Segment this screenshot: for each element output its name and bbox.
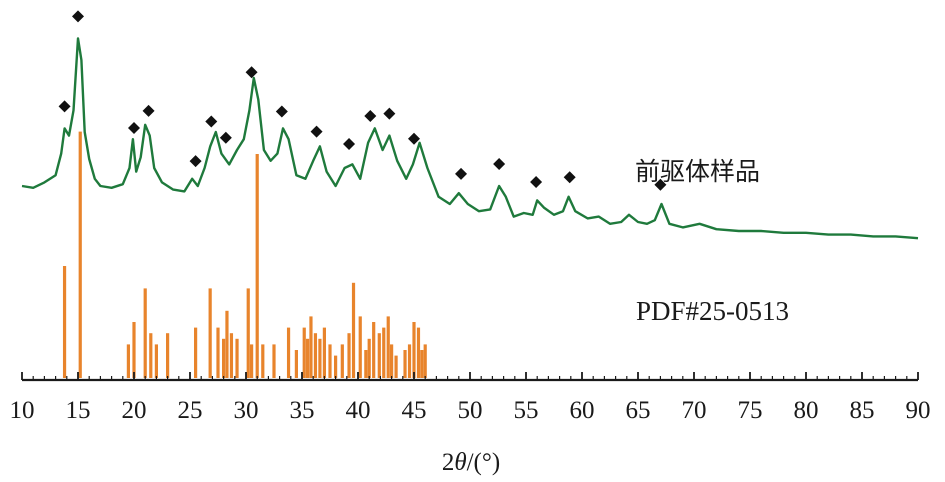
reference-bar xyxy=(132,322,136,378)
reference-bar xyxy=(318,338,322,378)
reference-bar xyxy=(382,327,386,378)
reference-bar xyxy=(286,327,291,378)
diamond-marker-icon xyxy=(205,115,218,128)
reference-bar xyxy=(294,350,298,378)
reference-bar xyxy=(340,344,344,378)
reference-bar xyxy=(194,327,198,378)
reference-bar xyxy=(309,316,313,378)
x-tick-label: 20 xyxy=(122,397,147,424)
x-tick-label: 50 xyxy=(458,397,483,424)
x-tick-label: 85 xyxy=(850,397,875,424)
x-tick-label: 80 xyxy=(794,397,819,424)
x-axis-title: 2θ/(°) xyxy=(442,449,500,476)
reference-bars xyxy=(62,131,427,378)
reference-bar xyxy=(126,344,130,378)
x-axis-title-unit: /(°) xyxy=(467,449,501,476)
reference-bar xyxy=(250,344,254,378)
reference-bar xyxy=(358,316,362,378)
reference-bar xyxy=(78,131,82,378)
reference-bar xyxy=(407,344,412,378)
series-line-precursor xyxy=(21,37,919,240)
reference-bar xyxy=(351,282,356,378)
reference-bar xyxy=(246,288,250,378)
reference-bar xyxy=(394,355,398,378)
reference-bar xyxy=(328,344,332,378)
x-tick-label: 15 xyxy=(66,397,91,424)
reference-bar xyxy=(347,333,351,378)
diamond-marker-icon xyxy=(383,107,396,120)
diamond-marker-icon xyxy=(142,104,155,117)
diamond-marker-icon xyxy=(128,122,140,134)
x-tick-label: 40 xyxy=(346,397,371,424)
diamond-marker-icon xyxy=(189,155,202,168)
x-tick-label: 25 xyxy=(178,397,203,424)
x-tick-label: 35 xyxy=(290,397,315,424)
x-axis-ticks: 10 15 20 25 30 35 40 45 50 55 60 65 70 75 80 85 90 xyxy=(10,372,931,424)
diamond-marker-icon xyxy=(219,131,232,144)
reference-bar xyxy=(386,316,390,378)
reference-bar xyxy=(322,327,326,378)
diamond-marker-icon xyxy=(275,105,288,118)
reference-bar xyxy=(222,338,226,378)
reference-bar xyxy=(334,355,338,378)
reference-bar xyxy=(208,288,212,378)
reference-bar xyxy=(272,344,276,378)
reference-bar xyxy=(154,344,158,378)
reference-bar xyxy=(166,333,170,378)
diamond-marker-icon xyxy=(72,10,84,23)
reference-bar xyxy=(62,266,67,378)
reference-bar xyxy=(412,322,416,378)
diamond-marker-icon xyxy=(455,167,468,180)
series-label-pdf: PDF#25-0513 xyxy=(636,296,789,326)
reference-bar xyxy=(420,350,424,378)
x-tick-label: 45 xyxy=(402,397,427,424)
diamond-marker-icon xyxy=(530,176,543,188)
diamond-marker-icon xyxy=(364,110,377,122)
peak-markers xyxy=(58,10,667,191)
reference-bar xyxy=(143,288,147,378)
x-tick-label: 30 xyxy=(234,397,259,424)
reference-bar xyxy=(416,327,421,378)
reference-bar xyxy=(377,333,381,378)
reference-bar xyxy=(367,338,371,378)
x-tick-label: 75 xyxy=(738,397,763,424)
reference-bar xyxy=(372,322,376,378)
reference-bar xyxy=(306,338,310,378)
diamond-marker-icon xyxy=(58,100,71,113)
reference-bar xyxy=(235,338,239,378)
reference-bar xyxy=(255,154,259,378)
reference-bar xyxy=(149,333,153,378)
reference-bar xyxy=(216,327,220,378)
reference-bar xyxy=(403,350,407,378)
x-tick-label: 65 xyxy=(626,397,651,424)
diamond-marker-icon xyxy=(563,171,576,184)
x-tick-label: 55 xyxy=(514,397,539,424)
reference-bar xyxy=(229,333,234,378)
diamond-marker-icon xyxy=(245,66,258,79)
reference-bar xyxy=(225,310,229,378)
diamond-marker-icon xyxy=(654,178,667,191)
reference-bar xyxy=(313,333,318,378)
reference-bar xyxy=(261,344,265,378)
x-tick-label: 10 xyxy=(10,397,35,424)
diamond-marker-icon xyxy=(493,158,506,170)
x-tick-label: 60 xyxy=(570,397,595,424)
x-axis-title-theta: θ xyxy=(454,449,466,476)
reference-bar xyxy=(423,344,427,378)
reference-bar xyxy=(390,344,394,378)
diamond-marker-icon xyxy=(343,137,356,150)
diamond-marker-icon xyxy=(310,125,323,138)
reference-bar xyxy=(302,327,306,378)
series-label-precursor: 前驱体样品 xyxy=(635,157,760,186)
x-axis-title-pre: 2 xyxy=(442,449,455,476)
x-tick-label: 90 xyxy=(906,397,931,424)
x-tick-label: 70 xyxy=(682,397,707,424)
diamond-marker-icon xyxy=(408,132,420,145)
reference-bar xyxy=(364,350,368,378)
